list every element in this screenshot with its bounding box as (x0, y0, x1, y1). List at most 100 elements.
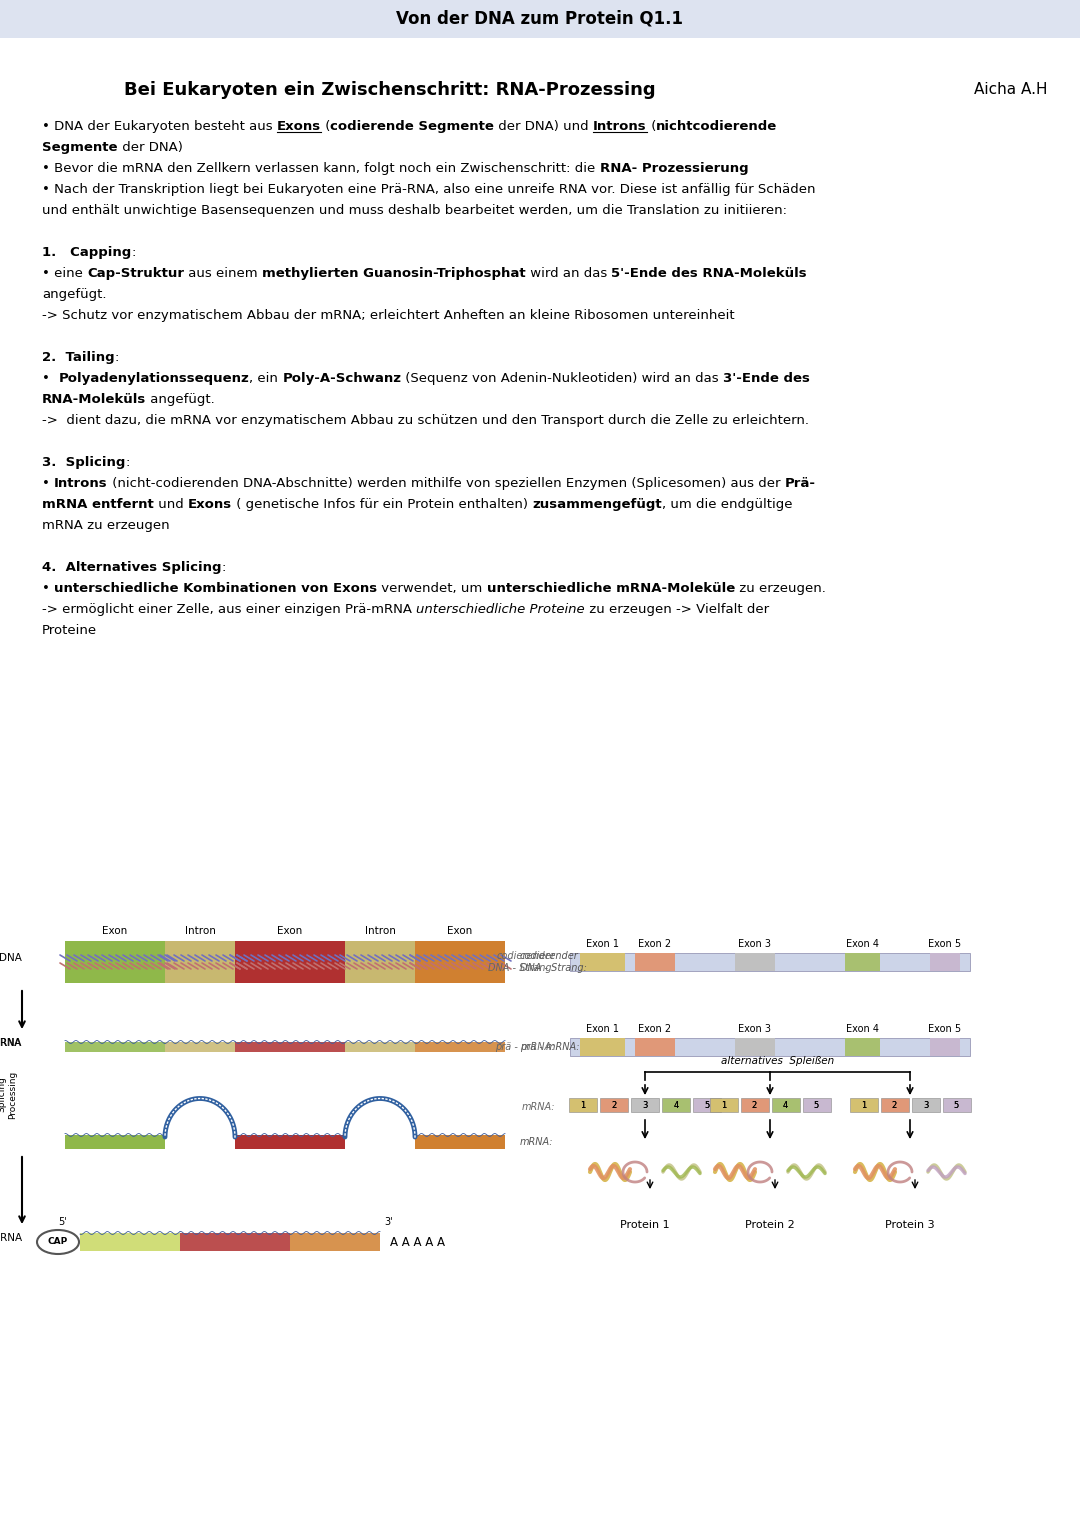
Text: mRNA:: mRNA: (522, 1102, 555, 1112)
Text: , um die endgültige: , um die endgültige (662, 498, 793, 512)
Bar (65, 1041, 165, 1052)
Text: (nicht-codierenden DNA-Abschnitte) werden mithilfe von speziellen Enzymen (Splic: (nicht-codierenden DNA-Abschnitte) werde… (108, 476, 784, 490)
Text: methylierten Guanosin-Triphosphat: methylierten Guanosin-Triphosphat (262, 267, 526, 279)
Text: 2: 2 (611, 1101, 617, 1110)
Text: 1: 1 (720, 1101, 726, 1110)
Text: DNA: DNA (0, 953, 22, 964)
Text: :: : (132, 246, 136, 260)
Text: (Sequenz von Adenin-Nukleotiden) wird an das: (Sequenz von Adenin-Nukleotiden) wird an… (402, 373, 724, 385)
Text: Exon: Exon (447, 925, 473, 936)
Text: RNA- Prozessierung: RNA- Prozessierung (599, 162, 748, 176)
Bar (741, 1098, 769, 1112)
Bar (345, 1041, 415, 1052)
Text: Exon 5: Exon 5 (929, 939, 961, 948)
Text: Bei Eukaryoten ein Zwischenschritt: RNA-Prozessing: Bei Eukaryoten ein Zwischenschritt: RNA-… (124, 81, 656, 99)
Text: 2: 2 (752, 1101, 757, 1110)
Ellipse shape (37, 1231, 79, 1254)
Text: Intron: Intron (185, 925, 215, 936)
Text: codierender
DNA - Strang:: codierender DNA - Strang: (488, 951, 555, 973)
Text: zu erzeugen.: zu erzeugen. (735, 582, 826, 596)
Text: • Nach der Transkription liegt bei Eukaryoten eine Prä-RNA, also eine unreife RN: • Nach der Transkription liegt bei Eukar… (42, 183, 815, 195)
Text: 2: 2 (611, 1101, 617, 1110)
Bar (415, 1041, 505, 1052)
Bar (693, 1098, 721, 1112)
Bar (415, 1135, 505, 1148)
Text: •: • (42, 476, 54, 490)
Text: nichtcodierende: nichtcodierende (657, 121, 778, 133)
Text: 4: 4 (783, 1101, 788, 1110)
Text: Polyadenylationssequenz: Polyadenylationssequenz (58, 373, 249, 385)
Text: -> Schutz vor enzymatischem Abbau der mRNA; erleichtert Anheften an kleine Ribos: -> Schutz vor enzymatischem Abbau der mR… (42, 308, 734, 322)
Text: angefügt.: angefügt. (146, 392, 215, 406)
Text: Exon 2: Exon 2 (638, 1025, 672, 1034)
Text: 4: 4 (673, 1101, 678, 1110)
Bar (235, 941, 345, 983)
Bar (235, 1041, 345, 1052)
Text: Intron: Intron (365, 925, 395, 936)
Text: verwendet, um: verwendet, um (377, 582, 487, 596)
Text: (: ( (321, 121, 330, 133)
Text: CAP: CAP (48, 1237, 68, 1246)
Text: Cap-Struktur: Cap-Struktur (87, 267, 184, 279)
Text: RNA-Moleküls: RNA-Moleküls (42, 392, 146, 406)
Bar (180, 1232, 291, 1251)
Text: 2: 2 (752, 1101, 757, 1110)
Text: unterschiedliche Proteine: unterschiedliche Proteine (416, 603, 585, 615)
Text: 5'-Ende des RNA-Moleküls: 5'-Ende des RNA-Moleküls (611, 267, 807, 279)
Bar (635, 953, 675, 971)
Text: •: • (42, 582, 54, 596)
Text: zu erzeugen -> Vielfalt der: zu erzeugen -> Vielfalt der (585, 603, 769, 615)
Bar (65, 1135, 165, 1148)
Text: ->  dient dazu, die mRNA vor enzymatischem Abbau zu schützen und den Transport d: -> dient dazu, die mRNA vor enzymatische… (42, 414, 809, 428)
Bar (580, 1038, 625, 1057)
Text: • Bevor die mRNA den Zellkern verlassen kann, folgt noch ein Zwischenschritt: di: • Bevor die mRNA den Zellkern verlassen … (42, 162, 599, 176)
Bar (345, 941, 415, 983)
Text: Exon 1: Exon 1 (586, 1025, 619, 1034)
Text: Protein 1: Protein 1 (620, 1220, 670, 1231)
Bar (415, 941, 505, 983)
Bar (165, 1041, 235, 1052)
Text: 5: 5 (954, 1101, 959, 1110)
Text: Exon: Exon (278, 925, 302, 936)
Text: Von der DNA zum Protein Q1.1: Von der DNA zum Protein Q1.1 (396, 11, 684, 27)
Text: Exon 3: Exon 3 (739, 939, 771, 948)
Text: ¹₋mRNA: ¹₋mRNA (0, 1038, 22, 1048)
Text: Protein 3: Protein 3 (886, 1220, 935, 1231)
Text: Exon 2: Exon 2 (638, 939, 672, 948)
Text: 1: 1 (861, 1101, 866, 1110)
Text: prä - mRNA:: prä - mRNA: (519, 1041, 580, 1052)
Text: mRNA: mRNA (0, 1232, 22, 1243)
Text: 3: 3 (643, 1101, 648, 1110)
Text: Aicha A.H: Aicha A.H (974, 82, 1048, 98)
Bar (662, 1098, 690, 1112)
Bar (570, 1038, 970, 1057)
Bar (802, 1098, 831, 1112)
Bar (930, 1038, 960, 1057)
Text: •: • (42, 373, 58, 385)
Text: 1: 1 (861, 1101, 866, 1110)
Text: 5: 5 (814, 1101, 819, 1110)
Text: A A A A A: A A A A A (390, 1235, 445, 1249)
Text: 3: 3 (922, 1101, 928, 1110)
Text: 1.   Capping: 1. Capping (42, 246, 132, 260)
Bar (65, 941, 165, 983)
Bar (291, 1232, 380, 1251)
Bar (0, 0, 1080, 38)
Bar (710, 1098, 738, 1112)
Text: 4.  Alternatives Splicing: 4. Alternatives Splicing (42, 560, 221, 574)
Text: der DNA) und: der DNA) und (495, 121, 593, 133)
Text: und enthält unwichtige Basensequenzen und muss deshalb bearbeitet werden, um die: und enthält unwichtige Basensequenzen un… (42, 205, 787, 217)
Text: :: : (125, 457, 130, 469)
Text: (: ( (647, 121, 657, 133)
Text: Exon 4: Exon 4 (846, 939, 879, 948)
Text: codierende Segmente: codierende Segmente (330, 121, 495, 133)
Text: 5: 5 (954, 1101, 959, 1110)
Text: 5: 5 (704, 1101, 710, 1110)
Text: , ein: , ein (249, 373, 282, 385)
Text: unterschiedliche Kombinationen von Exons: unterschiedliche Kombinationen von Exons (54, 582, 377, 596)
Bar (235, 1135, 345, 1148)
Bar (600, 1098, 627, 1112)
Text: Proteine: Proteine (42, 625, 97, 637)
Bar (570, 953, 970, 971)
Text: 1: 1 (580, 1101, 585, 1110)
